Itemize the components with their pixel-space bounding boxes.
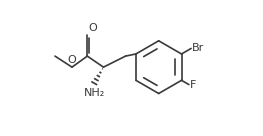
Text: Br: Br [192,43,204,53]
Text: NH₂: NH₂ [83,88,105,98]
Text: F: F [189,80,196,90]
Text: O: O [68,55,77,65]
Text: O: O [88,24,97,33]
